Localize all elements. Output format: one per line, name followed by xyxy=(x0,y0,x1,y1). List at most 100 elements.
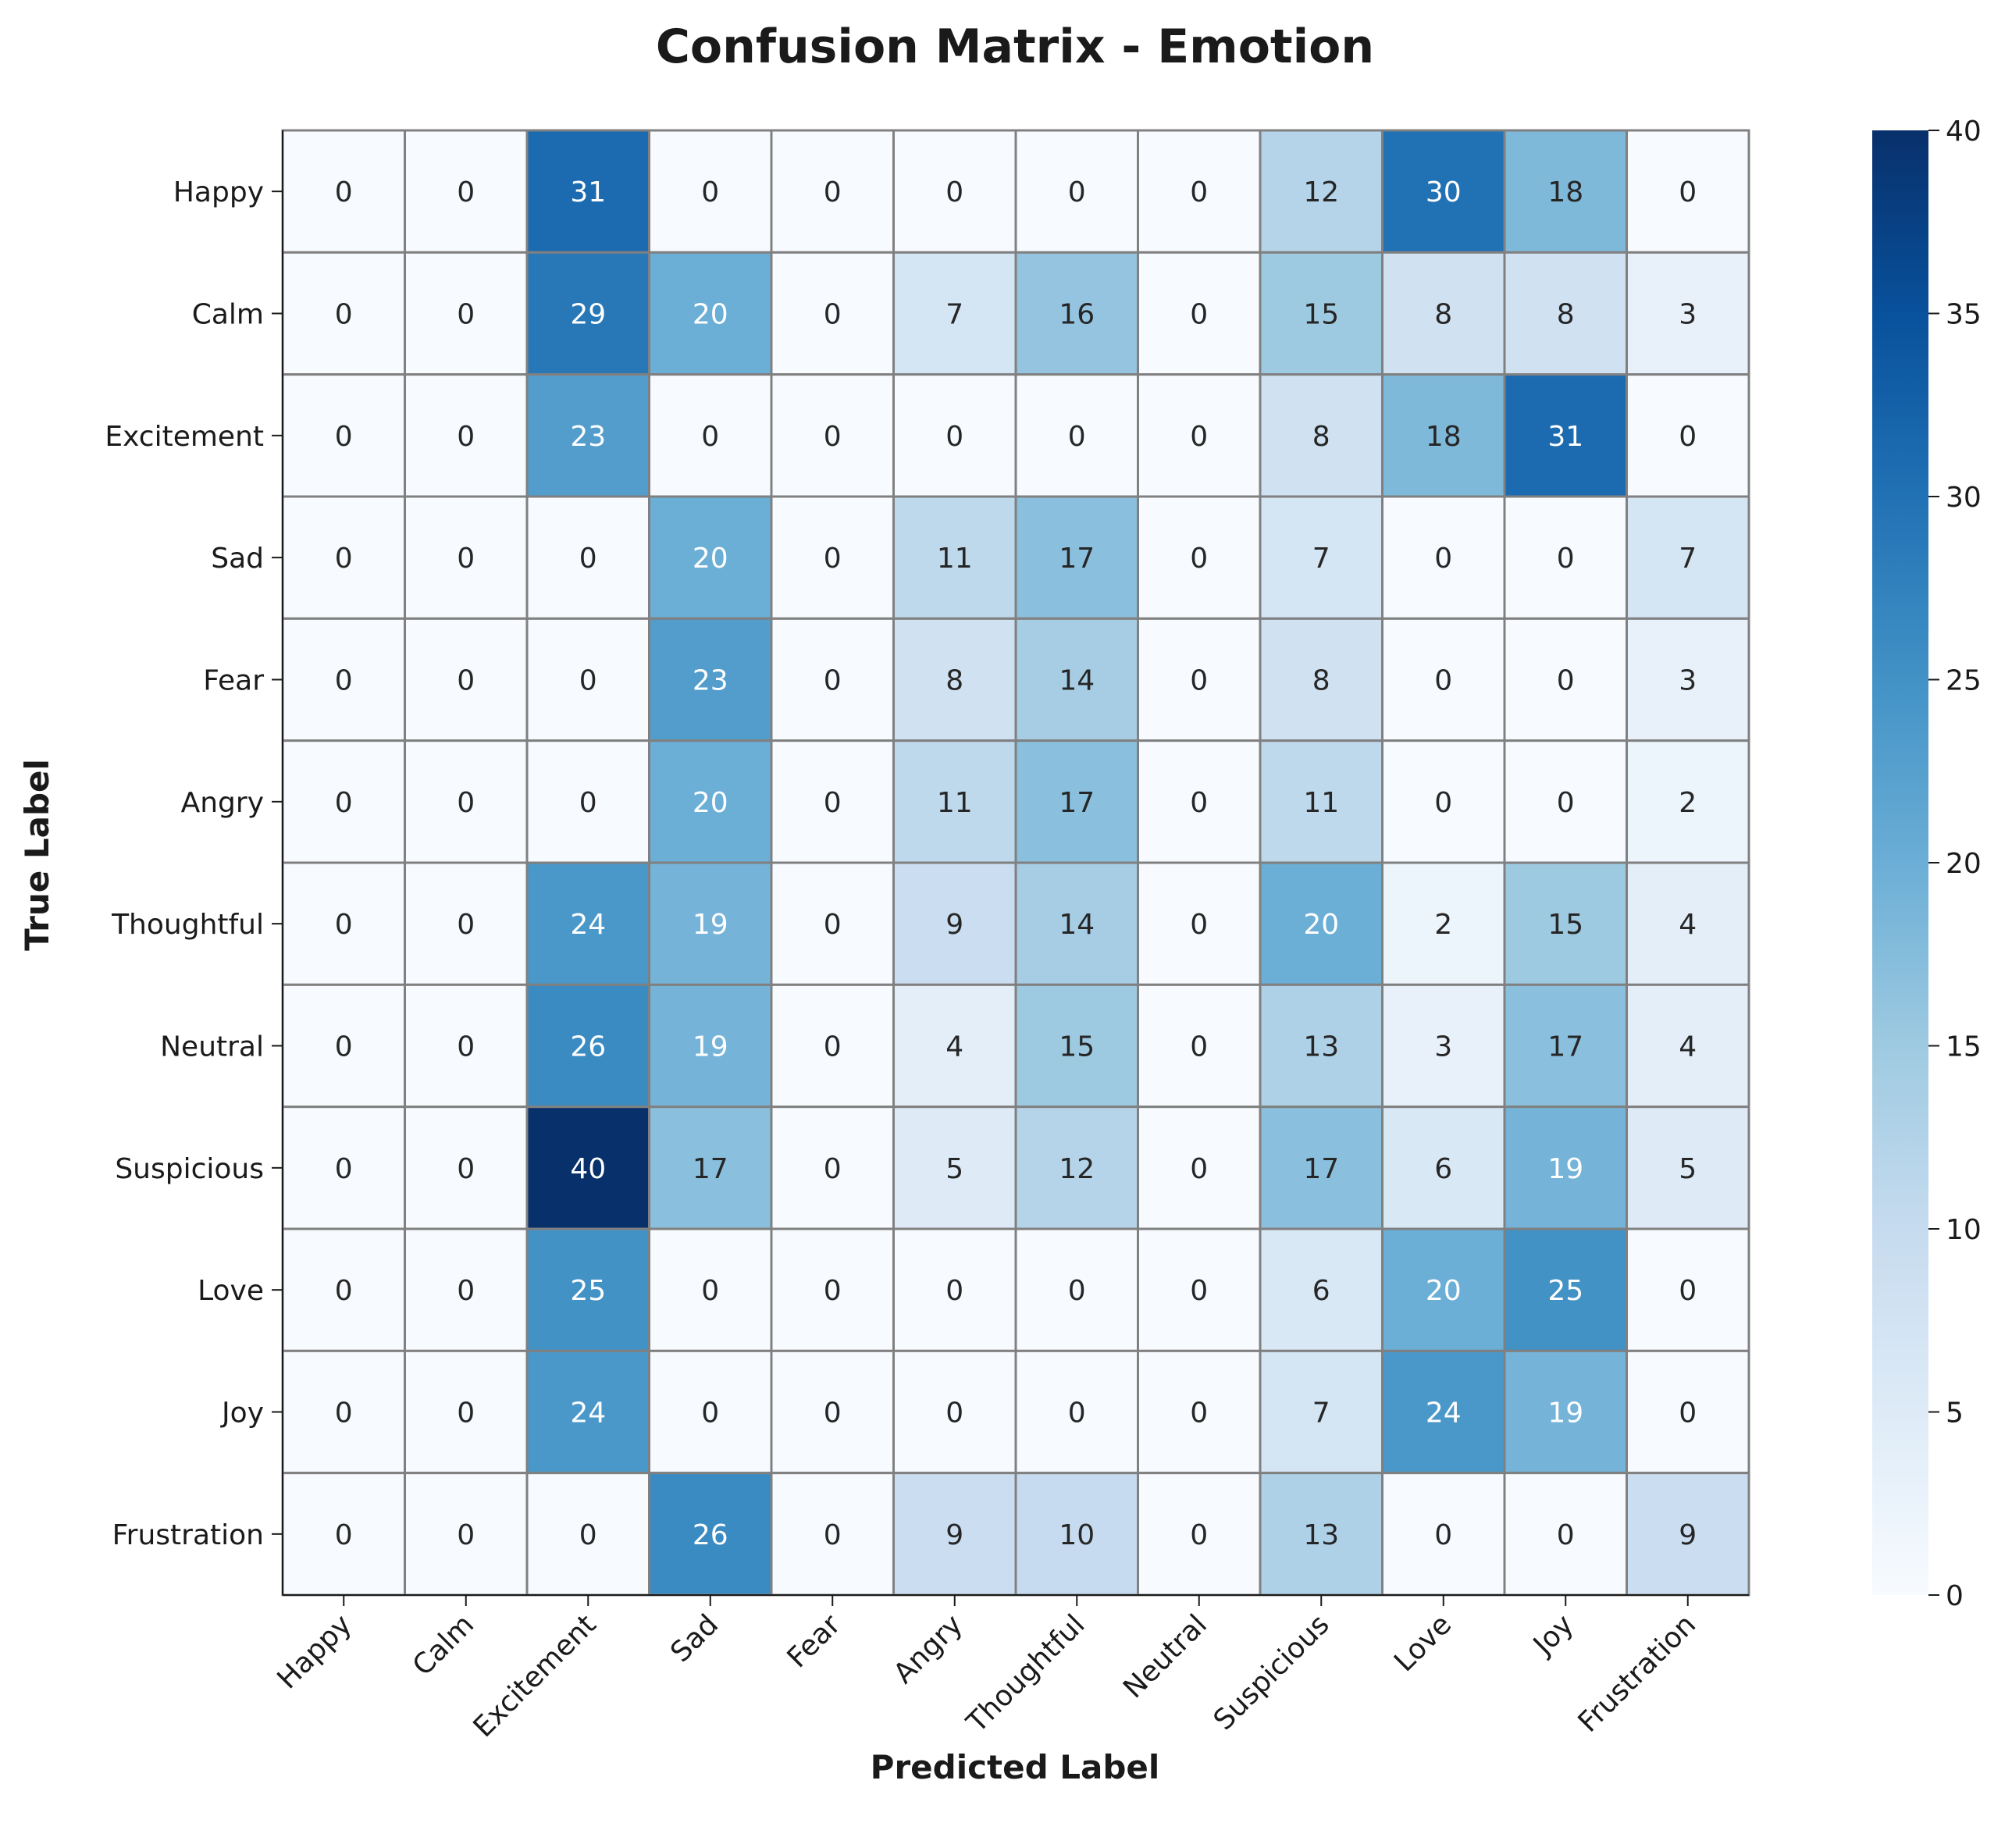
heatmap-cell xyxy=(648,1227,773,1352)
colorbar-tick-label: 0 xyxy=(1946,1580,1964,1612)
y-tick-label: Neutral xyxy=(160,1031,264,1063)
heatmap-cell xyxy=(1381,1472,1506,1597)
cell-value: 3 xyxy=(1679,665,1697,697)
x-tick-label: Frustration xyxy=(1572,1608,1702,1738)
cell-value: 24 xyxy=(570,909,606,941)
heatmap-cell xyxy=(404,1349,529,1475)
heatmap-cell xyxy=(892,129,1017,254)
cell-value: 19 xyxy=(1547,1153,1583,1185)
cell-value: 26 xyxy=(693,1519,728,1551)
cell-value: 23 xyxy=(570,421,606,453)
heatmap-cell xyxy=(281,495,406,620)
cell-value: 0 xyxy=(457,1275,475,1307)
cell-value: 0 xyxy=(1190,299,1208,331)
cell-value: 0 xyxy=(1190,1398,1208,1430)
cell-value: 0 xyxy=(457,421,475,453)
cell-value: 19 xyxy=(693,909,728,941)
cell-value: 0 xyxy=(824,299,842,331)
cell-value: 0 xyxy=(335,1153,353,1185)
cell-value: 0 xyxy=(945,1275,963,1307)
cell-value: 0 xyxy=(1557,787,1575,819)
cell-value: 0 xyxy=(1679,1275,1697,1307)
cell-value: 0 xyxy=(335,421,353,453)
cell-value: 7 xyxy=(945,299,963,331)
cell-value: 7 xyxy=(1312,543,1330,575)
x-tick-label: Thoughtful xyxy=(960,1608,1091,1739)
heatmap-cell xyxy=(1014,373,1139,498)
colorbar-tick-label: 10 xyxy=(1946,1214,1982,1246)
cell-value: 0 xyxy=(1557,1519,1575,1551)
cell-value: 0 xyxy=(1068,421,1086,453)
cell-value: 0 xyxy=(335,1398,353,1430)
cell-value: 17 xyxy=(1547,1031,1583,1063)
heatmap-cell xyxy=(281,739,406,864)
heatmap-cell xyxy=(770,251,895,376)
colorbar-tick-label: 20 xyxy=(1946,848,1982,880)
colorbar-tick-label: 40 xyxy=(1946,116,1982,148)
heatmap-cell xyxy=(648,251,773,376)
cell-value: 24 xyxy=(570,1398,606,1430)
heatmap-cell xyxy=(281,861,406,986)
cell-value: 7 xyxy=(1679,543,1697,575)
cell-value: 0 xyxy=(335,787,353,819)
cell-value: 0 xyxy=(701,421,719,453)
cell-value: 0 xyxy=(1434,665,1452,697)
x-tick-label: Love xyxy=(1388,1608,1458,1678)
colorbar-tick-label: 30 xyxy=(1946,482,1982,514)
heatmap-cell xyxy=(281,983,406,1109)
heatmap-cell xyxy=(525,861,650,986)
heatmap-cell xyxy=(1381,129,1506,254)
x-tick-label: Joy xyxy=(1526,1608,1580,1662)
heatmap-cell xyxy=(1014,1349,1139,1475)
cell-value: 0 xyxy=(1557,665,1575,697)
cell-value: 0 xyxy=(824,1519,842,1551)
cell-value: 0 xyxy=(1068,1398,1086,1430)
heatmap-cell xyxy=(892,1349,1017,1475)
heatmap-cell xyxy=(648,495,773,620)
y-tick-label: Happy xyxy=(173,176,264,208)
x-tick-label: Happy xyxy=(271,1608,358,1695)
heatmap-cell xyxy=(404,1227,529,1352)
cell-value: 7 xyxy=(1312,1398,1330,1430)
heatmap-cell xyxy=(525,129,650,254)
heatmap-cell xyxy=(1137,1227,1262,1352)
cell-value: 8 xyxy=(1312,421,1330,453)
heatmap-cell xyxy=(892,861,1017,986)
heatmap-cell xyxy=(525,1106,650,1230)
y-tick-label: Love xyxy=(198,1275,264,1307)
heatmap-cell xyxy=(892,1472,1017,1597)
heatmap-cell xyxy=(1381,1227,1506,1352)
cell-value: 18 xyxy=(1547,176,1583,208)
heatmap-cell xyxy=(1137,251,1262,376)
cell-value: 0 xyxy=(1190,1031,1208,1063)
cell-value: 0 xyxy=(824,1398,842,1430)
cell-value: 8 xyxy=(945,665,963,697)
cell-value: 15 xyxy=(1303,299,1339,331)
heatmap-cell xyxy=(1626,373,1750,498)
cell-value: 0 xyxy=(579,1519,597,1551)
x-tick-label: Neutral xyxy=(1117,1608,1213,1704)
heatmap-cell xyxy=(525,495,650,620)
cell-value: 0 xyxy=(1068,1275,1086,1307)
cell-value: 0 xyxy=(1557,543,1575,575)
cell-value: 0 xyxy=(824,1031,842,1063)
heatmap-cell xyxy=(1626,1349,1750,1475)
heatmap-cell xyxy=(1503,1472,1628,1597)
cell-value: 0 xyxy=(579,543,597,575)
heatmap-cell xyxy=(1137,739,1262,864)
cell-value: 4 xyxy=(945,1031,963,1063)
x-tick-label: Suspicious xyxy=(1208,1608,1336,1736)
cell-value: 0 xyxy=(1679,421,1697,453)
cell-value: 0 xyxy=(1190,176,1208,208)
heatmap-cell xyxy=(1014,251,1139,376)
y-tick-label: Joy xyxy=(220,1398,264,1430)
cell-value: 30 xyxy=(1426,176,1462,208)
heatmap-cell xyxy=(1259,861,1383,986)
cell-value: 4 xyxy=(1679,1031,1697,1063)
heatmap-cell xyxy=(281,373,406,498)
cell-value: 0 xyxy=(457,665,475,697)
cell-value: 0 xyxy=(1190,543,1208,575)
cell-value: 14 xyxy=(1059,665,1095,697)
heatmap-cell xyxy=(1626,1472,1750,1597)
cell-value: 6 xyxy=(1434,1153,1452,1185)
